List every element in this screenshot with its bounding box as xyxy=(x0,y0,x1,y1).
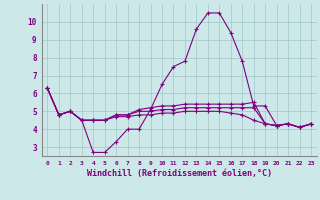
X-axis label: Windchill (Refroidissement éolien,°C): Windchill (Refroidissement éolien,°C) xyxy=(87,169,272,178)
